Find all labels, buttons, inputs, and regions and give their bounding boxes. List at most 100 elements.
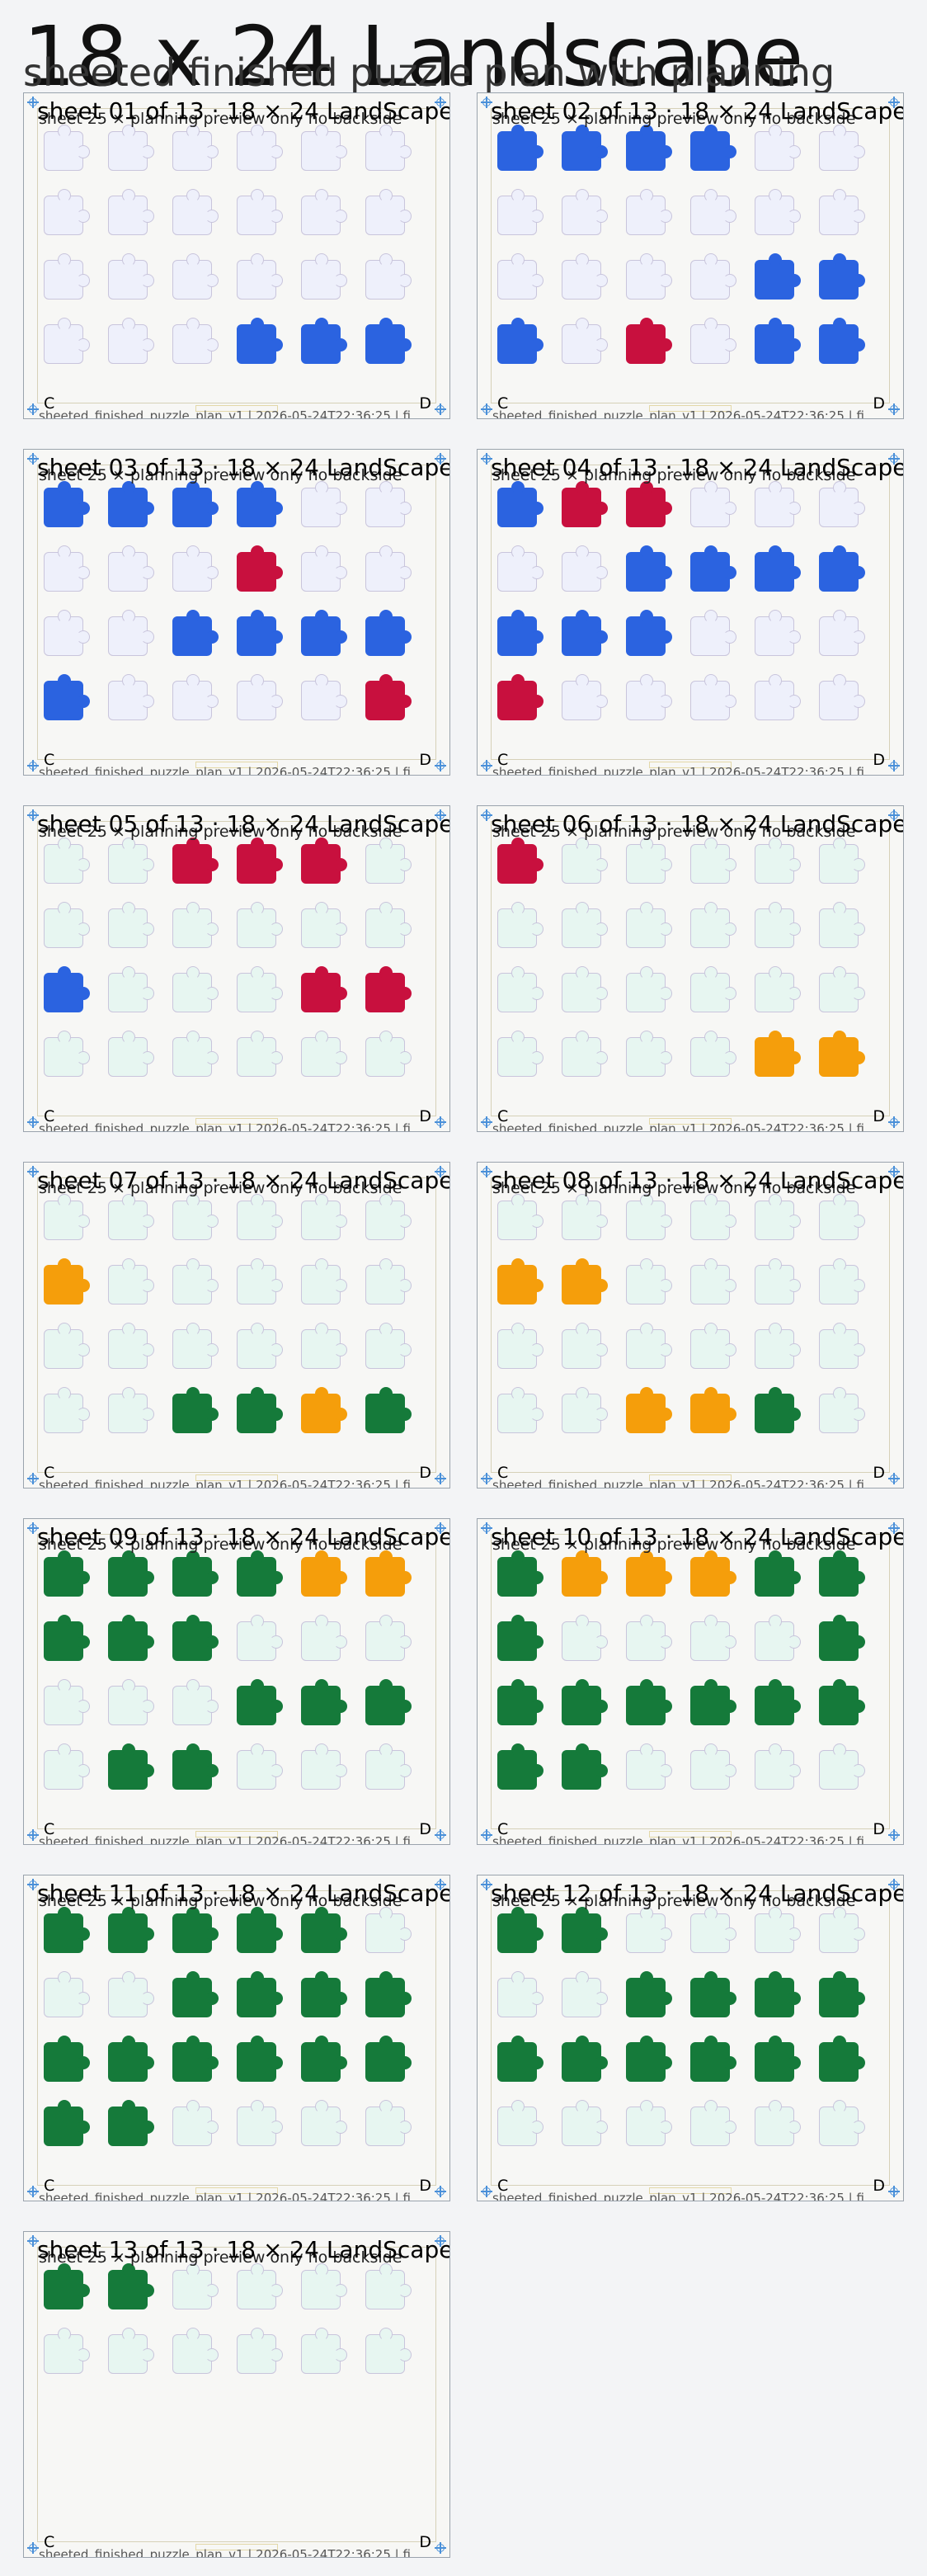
puzzle-piece — [819, 1387, 865, 1433]
puzzle-piece — [819, 610, 865, 656]
registration-mark-icon — [888, 453, 900, 465]
puzzle-piece — [365, 189, 412, 235]
puzzle-piece — [301, 902, 347, 948]
puzzle-piece — [755, 1258, 801, 1305]
puzzle-piece — [237, 1743, 283, 1790]
registration-mark-icon — [435, 403, 446, 415]
puzzle-piece — [44, 1258, 90, 1305]
puzzle-piece — [562, 1194, 608, 1240]
puzzle-sheet: sheet 05 of 13 · 18 × 24 LandScape sheet … — [23, 805, 450, 1132]
puzzle-piece — [819, 1323, 865, 1369]
sheet-trim-border — [37, 465, 436, 760]
sheet-footer: sheeted_finished_puzzle_plan_v1 | 2026-0… — [39, 2547, 411, 2558]
puzzle-piece — [172, 966, 219, 1012]
registration-mark-icon — [481, 97, 492, 108]
registration-mark-icon — [27, 1166, 39, 1177]
puzzle-piece — [365, 1679, 412, 1725]
center-tick-mark — [195, 1474, 278, 1481]
sheet-footer: sheeted_finished_puzzle_plan_v1 | 2026-0… — [492, 1834, 864, 1845]
puzzle-pieces — [491, 1907, 892, 2173]
puzzle-piece — [755, 481, 801, 527]
puzzle-sheet: sheet 07 of 13 · 18 × 24 LandScape sheet … — [23, 1162, 450, 1489]
registration-mark-icon — [435, 1879, 446, 1890]
puzzle-pieces — [491, 125, 892, 390]
corner-label-right: D — [419, 1820, 431, 1838]
puzzle-sheet: sheet 02 of 13 · 18 × 24 LandScape sheet … — [477, 92, 904, 419]
puzzle-piece — [626, 1907, 672, 1953]
center-tick-mark — [649, 2187, 732, 2194]
sheet-caption: sheet 25 × planning preview only no back… — [492, 823, 856, 841]
puzzle-piece — [819, 1031, 865, 1077]
puzzle-piece — [237, 125, 283, 171]
registration-mark-icon — [435, 2235, 446, 2247]
puzzle-piece — [497, 2100, 543, 2146]
puzzle-piece — [626, 1194, 672, 1240]
puzzle-piece — [497, 2036, 543, 2082]
puzzle-piece — [562, 318, 608, 364]
puzzle-piece — [365, 966, 412, 1012]
puzzle-piece — [301, 610, 347, 656]
puzzle-piece — [44, 1743, 90, 1790]
puzzle-piece — [755, 253, 801, 300]
puzzle-piece — [44, 1679, 90, 1725]
puzzle-piece — [562, 837, 608, 884]
puzzle-piece — [301, 2036, 347, 2082]
registration-mark-icon — [27, 97, 39, 108]
puzzle-piece — [301, 253, 347, 300]
puzzle-piece — [172, 2263, 219, 2309]
registration-mark-icon — [27, 1473, 39, 1484]
puzzle-piece — [690, 1550, 736, 1597]
puzzle-piece — [365, 674, 412, 720]
puzzle-sheet: sheet 04 of 13 · 18 × 24 LandScape sheet … — [477, 449, 904, 776]
puzzle-piece — [172, 189, 219, 235]
puzzle-piece — [497, 253, 543, 300]
puzzle-piece — [301, 1971, 347, 2017]
puzzle-piece — [301, 2328, 347, 2374]
puzzle-piece — [301, 545, 347, 592]
puzzle-piece — [365, 1971, 412, 2017]
puzzle-piece — [755, 1743, 801, 1790]
registration-mark-icon — [27, 1116, 39, 1128]
puzzle-piece — [172, 481, 219, 527]
puzzle-piece — [626, 2036, 672, 2082]
puzzle-piece — [301, 1743, 347, 1790]
sheet-caption: sheet 25 × planning preview only no back… — [39, 1892, 402, 1910]
puzzle-piece — [562, 1615, 608, 1661]
puzzle-piece — [237, 837, 283, 884]
puzzle-piece — [44, 1387, 90, 1433]
puzzle-piece — [172, 1194, 219, 1240]
puzzle-pieces — [37, 481, 438, 747]
registration-mark-icon — [888, 97, 900, 108]
puzzle-piece — [108, 1550, 154, 1597]
puzzle-piece — [237, 966, 283, 1012]
puzzle-piece — [237, 2100, 283, 2146]
puzzle-piece — [365, 902, 412, 948]
puzzle-piece — [108, 837, 154, 884]
puzzle-piece — [690, 674, 736, 720]
puzzle-piece — [562, 2036, 608, 2082]
sheet-trim-border — [37, 1890, 436, 2186]
corner-label-left: C — [497, 1464, 509, 1482]
center-tick-mark — [195, 405, 278, 412]
sheet-footer: sheeted_finished_puzzle_plan_v1 | 2026-0… — [492, 765, 864, 776]
puzzle-piece — [108, 1194, 154, 1240]
registration-mark-icon — [481, 403, 492, 415]
puzzle-piece — [237, 2263, 283, 2309]
page-subtitle: sheeted finished puzzle plan with planni… — [23, 50, 835, 95]
puzzle-piece — [301, 125, 347, 171]
puzzle-piece — [108, 1743, 154, 1790]
puzzle-piece — [497, 674, 543, 720]
sheet-trim-border — [37, 1177, 436, 1473]
puzzle-piece — [626, 1323, 672, 1369]
puzzle-piece — [755, 1907, 801, 1953]
puzzle-piece — [626, 1258, 672, 1305]
puzzle-piece — [690, 1194, 736, 1240]
puzzle-piece — [626, 1679, 672, 1725]
sheet-footer: sheeted_finished_puzzle_plan_v1 | 2026-0… — [39, 2191, 411, 2201]
puzzle-piece — [819, 837, 865, 884]
puzzle-pieces — [491, 1194, 892, 1460]
puzzle-piece — [237, 1258, 283, 1305]
puzzle-piece — [626, 837, 672, 884]
puzzle-piece — [562, 1258, 608, 1305]
puzzle-piece — [108, 2263, 154, 2309]
